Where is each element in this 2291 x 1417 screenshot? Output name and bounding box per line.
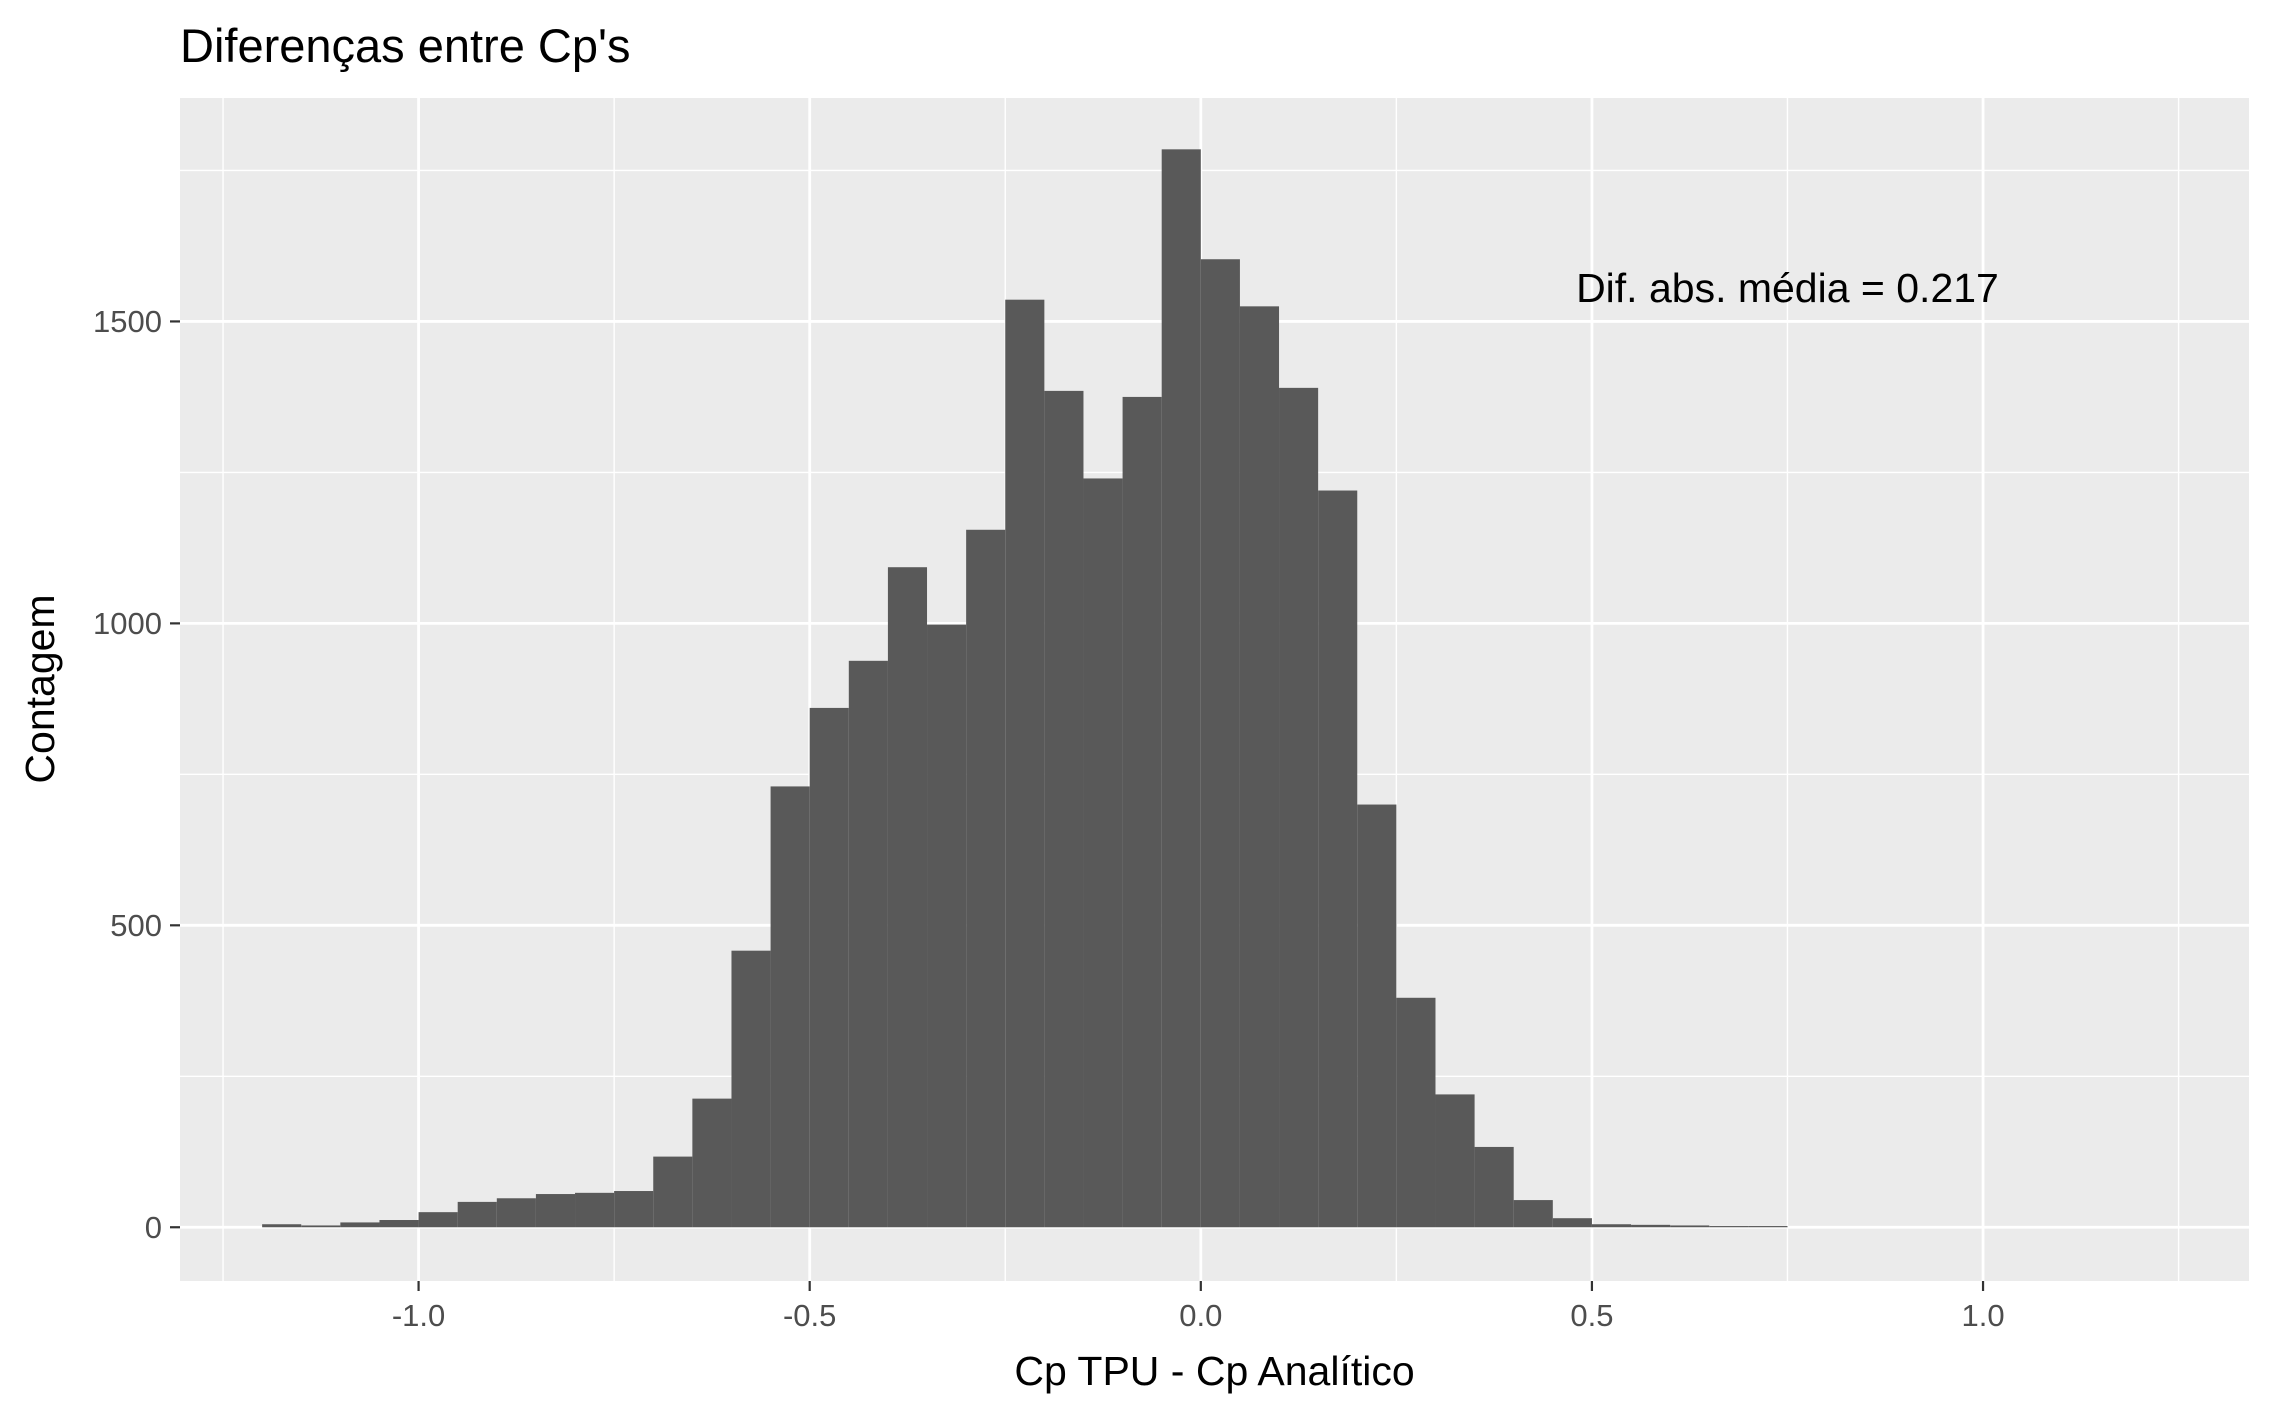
histogram-bar <box>262 1224 302 1228</box>
x-tick-label: 1.0 <box>1961 1298 2004 1333</box>
histogram-bar <box>1318 490 1358 1228</box>
histogram-bar <box>809 707 849 1228</box>
histogram-bar <box>1044 390 1084 1228</box>
histogram-bar <box>1083 478 1123 1228</box>
y-tick-label: 1500 <box>93 304 162 339</box>
histogram-bar <box>1435 1094 1475 1228</box>
histogram-bar <box>1200 259 1240 1228</box>
histogram-bar <box>653 1156 693 1228</box>
histogram-bar <box>1005 299 1045 1228</box>
x-tick-label: 0.0 <box>1179 1298 1222 1333</box>
histogram-bar <box>848 660 888 1228</box>
y-tick-label: 1000 <box>93 606 162 641</box>
histogram-bar <box>1357 804 1397 1228</box>
y-axis-title: Contagem <box>17 594 63 783</box>
histogram-bar <box>301 1225 341 1228</box>
histogram-bar <box>535 1194 576 1228</box>
histogram-bar <box>496 1198 536 1228</box>
histogram-bar <box>927 624 967 1228</box>
histogram-bar <box>575 1192 615 1228</box>
histogram-bar <box>1513 1200 1553 1228</box>
histogram-bars <box>262 149 1788 1228</box>
histogram-bar <box>1122 396 1162 1228</box>
y-tick-label: 0 <box>145 1210 162 1245</box>
histogram-bar <box>731 950 771 1228</box>
annotation-text: Dif. abs. média = 0.217 <box>1576 265 1999 311</box>
histogram-bar <box>1591 1224 1632 1228</box>
x-tick-label: -0.5 <box>783 1298 836 1333</box>
histogram-bar <box>1748 1226 1788 1228</box>
histogram-bar <box>770 786 810 1228</box>
x-axis-title: Cp TPU - Cp Analítico <box>1014 1348 1414 1394</box>
histogram-bar <box>1396 997 1436 1228</box>
histogram-bar <box>457 1201 497 1228</box>
x-axis: -1.0 -0.5 0.0 0.5 1.0 <box>392 1281 2005 1333</box>
annotation-layer: Dif. abs. média = 0.217 <box>1576 265 1999 311</box>
histogram-bar <box>1670 1225 1710 1228</box>
x-tick-label: 0.5 <box>1570 1298 1613 1333</box>
histogram-bar <box>1474 1146 1514 1228</box>
chart-title: Diferenças entre Cp's <box>180 19 630 72</box>
histogram-bar <box>692 1098 732 1228</box>
histogram-bar <box>1161 149 1201 1228</box>
histogram-bar <box>418 1212 458 1228</box>
histogram-bar <box>1552 1218 1592 1228</box>
y-tick-label: 500 <box>110 908 162 943</box>
histogram-bar <box>614 1191 654 1228</box>
histogram-bar <box>340 1222 380 1228</box>
x-tick-label: -1.0 <box>392 1298 445 1333</box>
histogram-bar <box>887 567 928 1228</box>
histogram-bar <box>966 529 1006 1228</box>
histogram-bar <box>379 1220 419 1228</box>
histogram-bar <box>1709 1226 1749 1228</box>
y-axis: 0 500 1000 1500 <box>93 304 180 1245</box>
histogram-bar <box>1631 1224 1671 1228</box>
histogram-bar <box>1279 387 1319 1228</box>
histogram-bar <box>1239 306 1280 1228</box>
